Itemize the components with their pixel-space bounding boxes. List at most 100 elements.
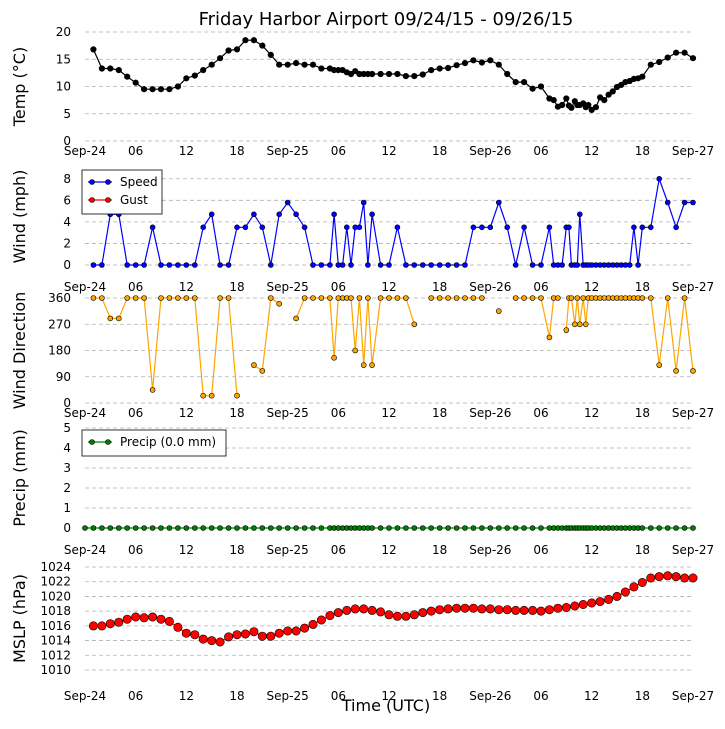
data-point-temp — [478, 59, 486, 66]
data-point-wind_direction — [576, 321, 583, 328]
x-tick-label-temp-7: 18 — [432, 144, 447, 158]
data-point-temp — [233, 46, 241, 53]
y-tick-label-wind-4: 8 — [63, 172, 71, 186]
data-point-temp — [250, 37, 257, 44]
data-point-mslp — [131, 612, 141, 622]
x-tick-label-precip-4: Sep-25 — [267, 543, 309, 557]
x-tick-label-wind-7: 18 — [432, 280, 447, 294]
data-point-wind_direction — [673, 368, 679, 374]
data-point-wind_direction — [462, 295, 468, 301]
data-point-mslp — [367, 605, 377, 615]
data-point-temp — [601, 96, 608, 104]
data-point-wind — [656, 176, 663, 182]
data-point-mslp — [443, 604, 453, 614]
data-point-temp — [453, 62, 460, 69]
data-point-mslp — [511, 605, 521, 615]
data-point-wind_direction — [183, 295, 190, 301]
data-point-mslp — [401, 611, 411, 621]
data-point-wind — [411, 262, 418, 268]
data-point-mslp — [257, 631, 267, 641]
data-point-temp — [647, 61, 654, 68]
data-point-mslp — [392, 611, 402, 621]
legend-box-wind — [81, 169, 163, 215]
data-point-temp — [445, 64, 452, 72]
data-point-mslp — [240, 629, 250, 639]
data-point-precip — [512, 525, 519, 531]
data-point-temp — [225, 47, 232, 54]
data-point-precip — [403, 525, 409, 531]
data-point-wind — [158, 262, 164, 268]
data-point-precip — [208, 525, 215, 531]
data-point-mslp — [519, 605, 529, 615]
data-point-wind_direction — [377, 295, 384, 301]
data-point-mslp — [181, 628, 191, 638]
data-point-mslp — [612, 591, 622, 601]
data-point-precip — [234, 525, 240, 531]
y-tick-label-precip-3: 3 — [63, 461, 71, 475]
x-tick-label-temp-2: 12 — [179, 144, 194, 158]
data-point-mslp — [502, 605, 512, 615]
data-point-wind — [259, 224, 266, 231]
x-tick-label-temp-4: Sep-25 — [267, 144, 309, 158]
data-point-mslp — [460, 603, 470, 613]
data-point-mslp — [671, 572, 681, 582]
data-point-wind — [267, 262, 274, 268]
data-point-precip — [175, 525, 181, 531]
data-point-wind_direction — [538, 295, 544, 301]
y-tick-label-mslp-0: 1010 — [40, 663, 71, 677]
data-point-wind — [208, 211, 215, 218]
data-point-precip — [647, 525, 654, 531]
data-point-precip — [225, 525, 232, 531]
x-tick-label-precip-2: 12 — [179, 543, 194, 557]
x-tick-label-mslp-6: 12 — [381, 689, 396, 703]
data-point-precip — [166, 525, 173, 531]
data-point-temp — [124, 73, 131, 80]
data-point-temp — [609, 88, 616, 95]
data-point-wind — [348, 262, 354, 268]
data-point-precip — [411, 525, 418, 531]
y-tick-label-precip-4: 4 — [63, 441, 71, 455]
x-tick-label-precip-8: Sep-26 — [469, 543, 511, 557]
y-tick-label-wind_direction-0: 0 — [63, 396, 71, 410]
x-tick-label-wind-10: 12 — [584, 280, 599, 294]
data-point-mslp — [604, 594, 614, 604]
data-point-temp — [436, 65, 443, 72]
x-tick-label-temp-6: 12 — [381, 144, 396, 158]
data-point-mslp — [426, 606, 436, 616]
data-point-wind — [495, 199, 502, 206]
data-point-mslp — [663, 571, 673, 581]
data-point-wind_direction — [225, 295, 232, 301]
data-point-wind — [631, 224, 637, 231]
data-point-wind — [90, 262, 97, 268]
data-point-wind — [318, 262, 325, 268]
data-point-mslp — [570, 601, 580, 611]
data-point-wind_direction — [479, 295, 485, 301]
y-tick-label-mslp-1: 1012 — [40, 648, 71, 662]
data-point-temp — [520, 78, 528, 86]
legend-label-precip-0: Precip (0.0 mm) — [120, 435, 216, 449]
data-point-precip — [377, 525, 384, 531]
data-point-mslp — [578, 599, 588, 609]
data-point-wind — [635, 262, 641, 268]
data-point-mslp — [629, 582, 639, 592]
data-point-wind — [626, 262, 633, 268]
x-tick-label-mslp-3: 18 — [229, 689, 244, 703]
data-point-mslp — [173, 622, 183, 632]
data-point-wind_direction — [175, 295, 181, 301]
data-point-wind_direction — [411, 321, 418, 328]
y-tick-label-mslp-4: 1018 — [40, 604, 71, 618]
data-point-precip — [495, 525, 502, 531]
data-point-wind_direction — [521, 295, 527, 301]
y-tick-label-wind_direction-2: 180 — [48, 344, 71, 358]
x-tick-label-temp-11: 18 — [635, 144, 650, 158]
x-tick-label-wind-3: 18 — [229, 280, 244, 294]
data-point-wind_direction — [580, 295, 587, 301]
y-tick-label-wind-2: 4 — [63, 215, 71, 229]
data-point-temp — [347, 70, 355, 78]
data-point-mslp — [654, 572, 664, 582]
data-point-wind — [436, 262, 443, 268]
data-point-wind_direction — [99, 295, 105, 301]
data-point-temp — [558, 101, 566, 109]
data-point-wind — [529, 262, 536, 268]
